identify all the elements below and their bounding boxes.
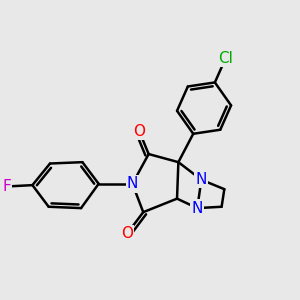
Text: N: N xyxy=(192,201,203,216)
Text: F: F xyxy=(2,179,11,194)
Text: O: O xyxy=(121,226,133,241)
Text: N: N xyxy=(127,176,138,191)
Text: O: O xyxy=(133,124,145,139)
Text: N: N xyxy=(196,172,207,187)
Text: Cl: Cl xyxy=(218,51,233,66)
